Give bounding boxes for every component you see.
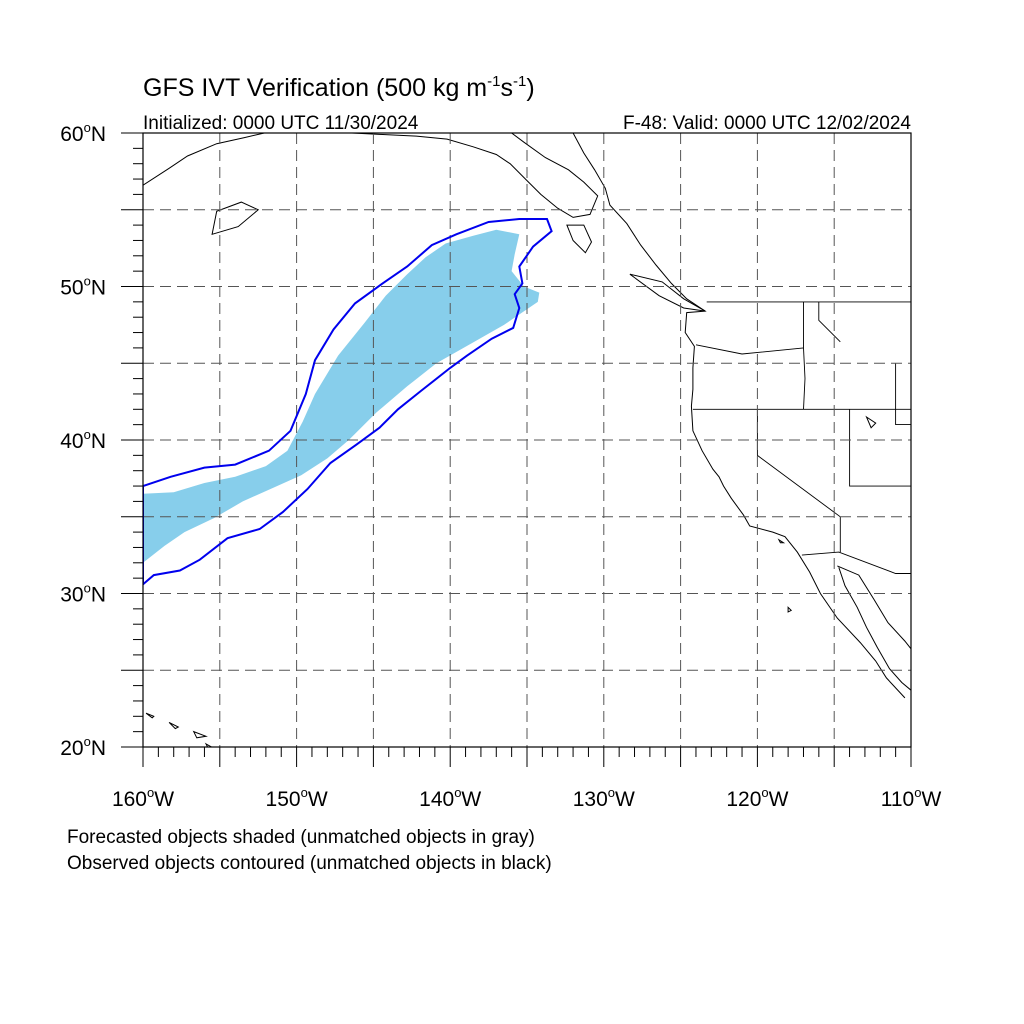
lake-outline (865, 415, 877, 429)
lat-tick-label: 20oN (60, 734, 106, 760)
lat-tick-label: 60oN (60, 120, 106, 146)
island-outline (787, 606, 793, 613)
island-outline (145, 712, 155, 719)
southeast-alaska-coastline (351, 133, 599, 218)
lon-tick-label: 120oW (726, 785, 788, 811)
forecast-objects-layer (143, 229, 540, 563)
state-border-line (695, 344, 804, 355)
state-border-line (803, 301, 806, 410)
island-outline (204, 742, 213, 747)
map-frame (142, 132, 912, 748)
footer-forecast-note: Forecasted objects shaded (unmatched obj… (67, 827, 535, 848)
state-border-line (849, 409, 911, 487)
figure-title: GFS IVT Verification (500 kg m-1s-1) (143, 73, 535, 102)
lat-tick-label: 40oN (60, 427, 106, 453)
state-border-line (756, 409, 841, 553)
alaska-coastline (143, 133, 265, 186)
forecast-ivt-object (143, 229, 540, 563)
island-outline (566, 224, 593, 254)
lat-tick-label: 50oN (60, 274, 106, 300)
observed-objects-layer (143, 218, 553, 586)
lon-tick-label: 160oW (112, 785, 174, 811)
island-outline (192, 730, 208, 739)
init-time-label: Initialized: 0000 UTC 11/30/2024 (143, 113, 419, 134)
state-border-line (895, 363, 911, 426)
island-outline (168, 721, 180, 730)
footer-observed-note: Observed objects contoured (unmatched ob… (67, 853, 552, 874)
baja-gulf-coastline (838, 567, 911, 691)
lat-tick-label: 30oN (60, 581, 106, 607)
map-plot-area (143, 133, 911, 747)
lon-tick-label: 150oW (266, 785, 328, 811)
coastlines-layer (143, 133, 911, 747)
island-outline (211, 201, 260, 236)
state-border-line (818, 301, 841, 343)
political-borders-layer (692, 301, 911, 574)
island-outline (777, 538, 786, 544)
axis-ticks (121, 132, 912, 767)
state-border-line (801, 551, 911, 574)
lon-tick-label: 130oW (573, 785, 635, 811)
lon-tick-label: 140oW (419, 785, 481, 811)
valid-time-label: F-48: Valid: 0000 UTC 12/02/2024 (623, 113, 911, 134)
lon-tick-label: 110oW (881, 785, 942, 811)
mexico-gulf-coastline (837, 565, 911, 650)
north-america-coastline (572, 133, 906, 699)
observed-ivt-contour (143, 218, 553, 586)
island-outline (629, 273, 706, 312)
graticule-grid (143, 133, 911, 747)
